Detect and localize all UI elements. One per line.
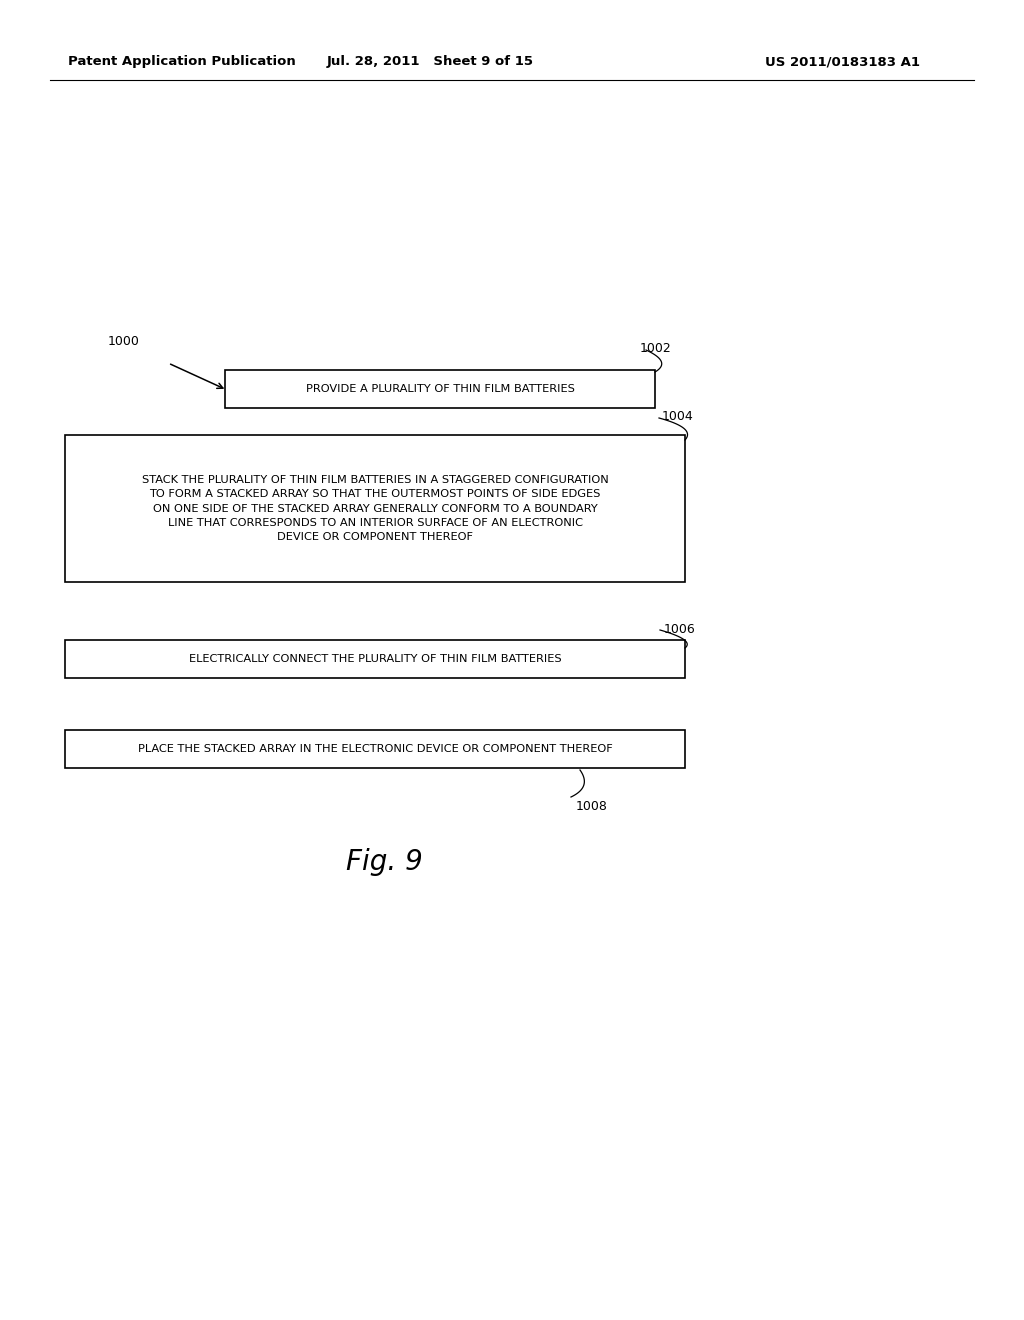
Text: PROVIDE A PLURALITY OF THIN FILM BATTERIES: PROVIDE A PLURALITY OF THIN FILM BATTERI… bbox=[305, 384, 574, 393]
Text: 1008: 1008 bbox=[575, 800, 608, 813]
Text: 1002: 1002 bbox=[640, 342, 672, 355]
Bar bbox=[225, 370, 655, 408]
Text: Fig. 9: Fig. 9 bbox=[346, 847, 422, 876]
Bar bbox=[65, 730, 685, 768]
Text: PLACE THE STACKED ARRAY IN THE ELECTRONIC DEVICE OR COMPONENT THEREOF: PLACE THE STACKED ARRAY IN THE ELECTRONI… bbox=[137, 744, 612, 754]
Text: 1004: 1004 bbox=[662, 411, 693, 422]
Text: ELECTRICALLY CONNECT THE PLURALITY OF THIN FILM BATTERIES: ELECTRICALLY CONNECT THE PLURALITY OF TH… bbox=[188, 653, 561, 664]
Text: 1000: 1000 bbox=[108, 335, 140, 348]
Bar bbox=[65, 436, 685, 582]
Text: US 2011/0183183 A1: US 2011/0183183 A1 bbox=[765, 55, 920, 69]
Text: Patent Application Publication: Patent Application Publication bbox=[68, 55, 296, 69]
Text: STACK THE PLURALITY OF THIN FILM BATTERIES IN A STAGGERED CONFIGURATION
TO FORM : STACK THE PLURALITY OF THIN FILM BATTERI… bbox=[141, 475, 608, 543]
Text: 1006: 1006 bbox=[664, 623, 695, 636]
Bar bbox=[65, 640, 685, 678]
Text: Jul. 28, 2011   Sheet 9 of 15: Jul. 28, 2011 Sheet 9 of 15 bbox=[327, 55, 534, 69]
